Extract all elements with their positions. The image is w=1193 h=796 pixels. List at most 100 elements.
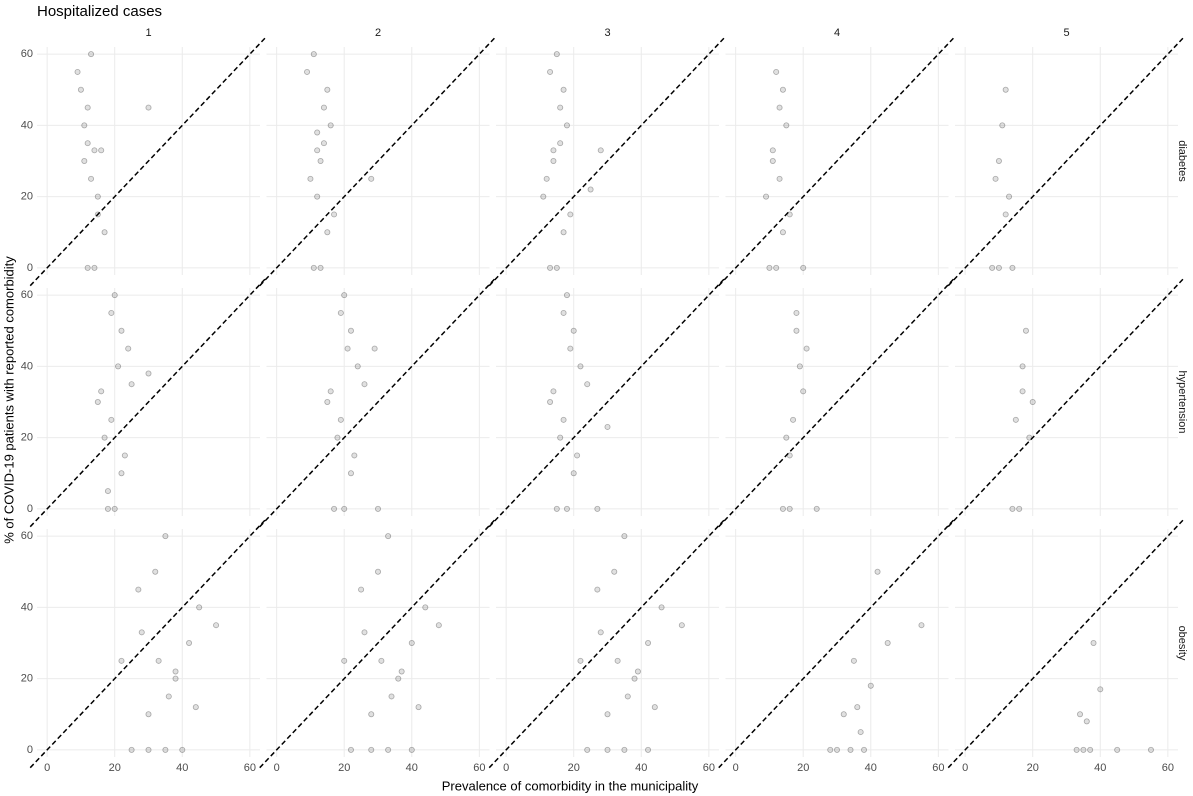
point <box>347 746 354 753</box>
row-label: obesity <box>1176 626 1188 661</box>
column-label: 1 <box>145 27 151 39</box>
point <box>560 229 567 236</box>
point <box>118 470 125 477</box>
identity-line <box>947 35 1186 287</box>
point <box>118 657 125 664</box>
point <box>621 746 628 753</box>
point <box>320 104 327 111</box>
y-tick-label: 40 <box>21 601 33 613</box>
point <box>1073 746 1080 753</box>
point <box>800 388 807 395</box>
point <box>186 640 193 647</box>
point <box>560 416 567 423</box>
point <box>574 452 581 459</box>
point <box>658 604 665 611</box>
point <box>796 363 803 370</box>
point <box>77 86 84 93</box>
point <box>1019 363 1026 370</box>
identity-line <box>259 517 497 769</box>
point <box>81 157 88 164</box>
y-tick-label: 0 <box>27 503 33 515</box>
point <box>550 388 557 395</box>
point <box>1016 505 1023 512</box>
y-axis-title: % of COVID-19 patients with reported com… <box>1 256 16 544</box>
point <box>115 363 122 370</box>
point <box>307 175 314 182</box>
point <box>152 568 159 575</box>
point <box>999 122 1006 129</box>
point <box>1029 398 1036 405</box>
point <box>172 675 179 682</box>
y-tick-label: 0 <box>27 744 33 756</box>
point <box>1097 686 1104 693</box>
point <box>560 86 567 93</box>
point <box>324 86 331 93</box>
point <box>563 122 570 129</box>
point <box>992 175 999 182</box>
point <box>337 309 344 316</box>
x-tick-label: 40 <box>176 762 188 774</box>
y-tick-label: 60 <box>21 289 33 301</box>
row-label: diabetes <box>1176 140 1188 182</box>
point <box>378 657 385 664</box>
point <box>1019 388 1026 395</box>
point <box>324 398 331 405</box>
y-tick-label: 20 <box>21 191 33 203</box>
x-axis-title: Prevalence of comorbidity in the municip… <box>442 778 699 793</box>
point <box>135 586 142 593</box>
identity-line <box>259 276 497 528</box>
y-tick-label: 60 <box>21 48 33 60</box>
x-tick-label: 20 <box>109 762 121 774</box>
point <box>84 264 91 271</box>
point <box>918 622 925 629</box>
point <box>1114 746 1121 753</box>
point <box>88 175 95 182</box>
identity-line <box>488 35 727 287</box>
point <box>104 488 111 495</box>
column-label: 2 <box>375 27 381 39</box>
point <box>374 568 381 575</box>
point <box>776 175 783 182</box>
point <box>162 746 169 753</box>
identity-line <box>947 517 1186 769</box>
point <box>84 104 91 111</box>
point <box>196 604 203 611</box>
x-tick-label: 0 <box>962 762 968 774</box>
point <box>834 746 841 753</box>
identity-line <box>29 276 268 528</box>
point <box>347 470 354 477</box>
point <box>104 505 111 512</box>
point <box>587 186 594 193</box>
point <box>604 711 611 718</box>
y-tick-label: 60 <box>21 530 33 542</box>
point <box>645 746 652 753</box>
column-label: 5 <box>1063 27 1069 39</box>
point <box>162 533 169 540</box>
point <box>567 345 574 352</box>
point <box>331 505 338 512</box>
point <box>395 675 402 682</box>
point <box>594 505 601 512</box>
x-tick-label: 20 <box>338 762 350 774</box>
point <box>567 211 574 218</box>
point <box>786 505 793 512</box>
point <box>317 157 324 164</box>
point <box>1077 711 1084 718</box>
y-tick-label: 40 <box>21 119 33 131</box>
point <box>111 505 118 512</box>
identity-line <box>718 276 956 528</box>
point <box>769 157 776 164</box>
point <box>361 381 368 388</box>
point <box>344 345 351 352</box>
point <box>557 140 564 147</box>
point <box>779 86 786 93</box>
point <box>1090 640 1097 647</box>
point <box>577 657 584 664</box>
point <box>624 693 631 700</box>
point <box>145 746 152 753</box>
point <box>327 122 334 129</box>
point <box>1009 505 1016 512</box>
point <box>776 104 783 111</box>
identity-line <box>488 517 727 769</box>
